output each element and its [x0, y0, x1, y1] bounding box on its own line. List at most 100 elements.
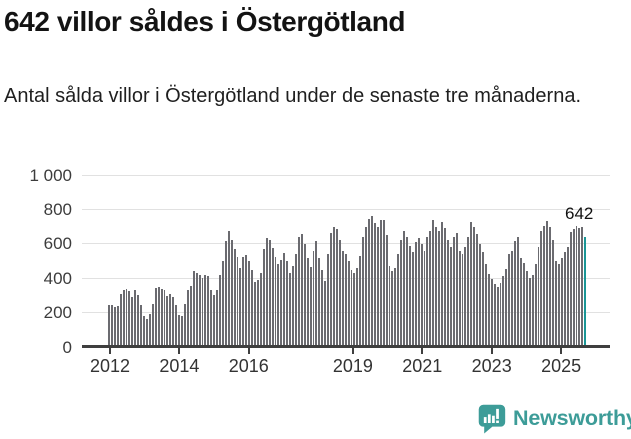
bar	[248, 260, 251, 347]
bar	[432, 219, 435, 347]
bar	[435, 226, 438, 347]
bar	[207, 276, 210, 347]
bar	[508, 254, 511, 347]
bar	[464, 247, 467, 347]
bar	[318, 257, 321, 347]
bar	[312, 250, 315, 347]
bar	[566, 247, 569, 347]
y-axis-label-600: 600	[43, 234, 72, 254]
bar	[213, 295, 216, 347]
y-axis-label-400: 400	[43, 268, 72, 288]
bar	[195, 273, 198, 347]
bar	[134, 289, 137, 347]
bar	[476, 234, 479, 347]
bar	[216, 289, 219, 347]
bar	[429, 231, 432, 347]
bar	[300, 234, 303, 347]
bar	[283, 253, 286, 347]
bar	[406, 236, 408, 347]
bar	[359, 255, 362, 347]
bar	[189, 285, 192, 347]
bar	[493, 284, 496, 347]
bar	[110, 304, 113, 347]
bar	[341, 251, 344, 347]
y-axis-label-0: 0	[62, 337, 72, 357]
bar	[137, 295, 140, 347]
bar	[522, 262, 525, 347]
x-axis-label-2012: 2012	[89, 356, 131, 376]
bar	[289, 273, 292, 347]
bar	[175, 304, 178, 347]
newsworthy-logo-icon	[478, 404, 506, 434]
bar	[233, 248, 236, 347]
bar	[505, 269, 508, 347]
bar	[525, 271, 528, 347]
bar	[452, 236, 455, 347]
bar	[578, 228, 581, 347]
bar	[373, 222, 376, 347]
bar	[458, 250, 461, 347]
bar	[344, 254, 347, 347]
bar	[482, 252, 484, 347]
bar	[391, 271, 394, 347]
bar	[210, 289, 213, 347]
bar	[411, 251, 414, 347]
bar	[166, 295, 169, 347]
bar	[315, 241, 318, 347]
bar	[397, 254, 400, 347]
x-tick-2021	[421, 348, 424, 354]
bar-series	[108, 175, 587, 347]
bar	[461, 254, 464, 347]
bar	[265, 237, 268, 347]
bar	[145, 319, 148, 347]
bar	[332, 226, 335, 347]
bar	[186, 290, 189, 347]
bar	[230, 240, 233, 347]
bar	[560, 257, 563, 347]
bar	[347, 261, 350, 347]
x-axis-label-2025: 2025	[541, 356, 582, 376]
bar	[151, 304, 154, 347]
bar	[496, 286, 499, 347]
bar	[499, 282, 502, 347]
bar	[557, 264, 560, 347]
bar	[546, 220, 549, 347]
bar	[537, 247, 540, 347]
bar	[324, 280, 327, 347]
bar	[470, 222, 473, 347]
bar	[330, 233, 332, 347]
bar	[178, 315, 181, 347]
y-axis-label-800: 800	[43, 199, 72, 219]
bar	[362, 236, 365, 347]
bar	[581, 226, 584, 347]
bar	[353, 273, 356, 347]
bar	[183, 304, 186, 347]
bar	[143, 316, 145, 347]
bar	[444, 228, 446, 347]
x-tick-2012	[109, 348, 111, 354]
last-value-label: 642	[565, 204, 594, 223]
bar	[423, 250, 426, 347]
bar	[259, 273, 262, 347]
bar	[569, 232, 572, 347]
bar	[192, 271, 195, 347]
bar	[382, 220, 385, 347]
bar	[572, 229, 575, 347]
bar	[236, 257, 239, 347]
bar	[417, 238, 420, 347]
bar	[446, 240, 449, 347]
bar	[368, 218, 370, 347]
bar	[408, 246, 411, 347]
bar	[245, 254, 248, 347]
bar	[543, 225, 546, 347]
bar	[479, 243, 481, 347]
bar	[277, 264, 280, 347]
x-tick-2023	[490, 348, 493, 354]
x-axis-line	[82, 345, 610, 348]
bar	[338, 240, 341, 347]
bar	[449, 247, 452, 347]
bar	[487, 274, 490, 347]
bar	[385, 235, 388, 347]
bar	[116, 305, 119, 347]
